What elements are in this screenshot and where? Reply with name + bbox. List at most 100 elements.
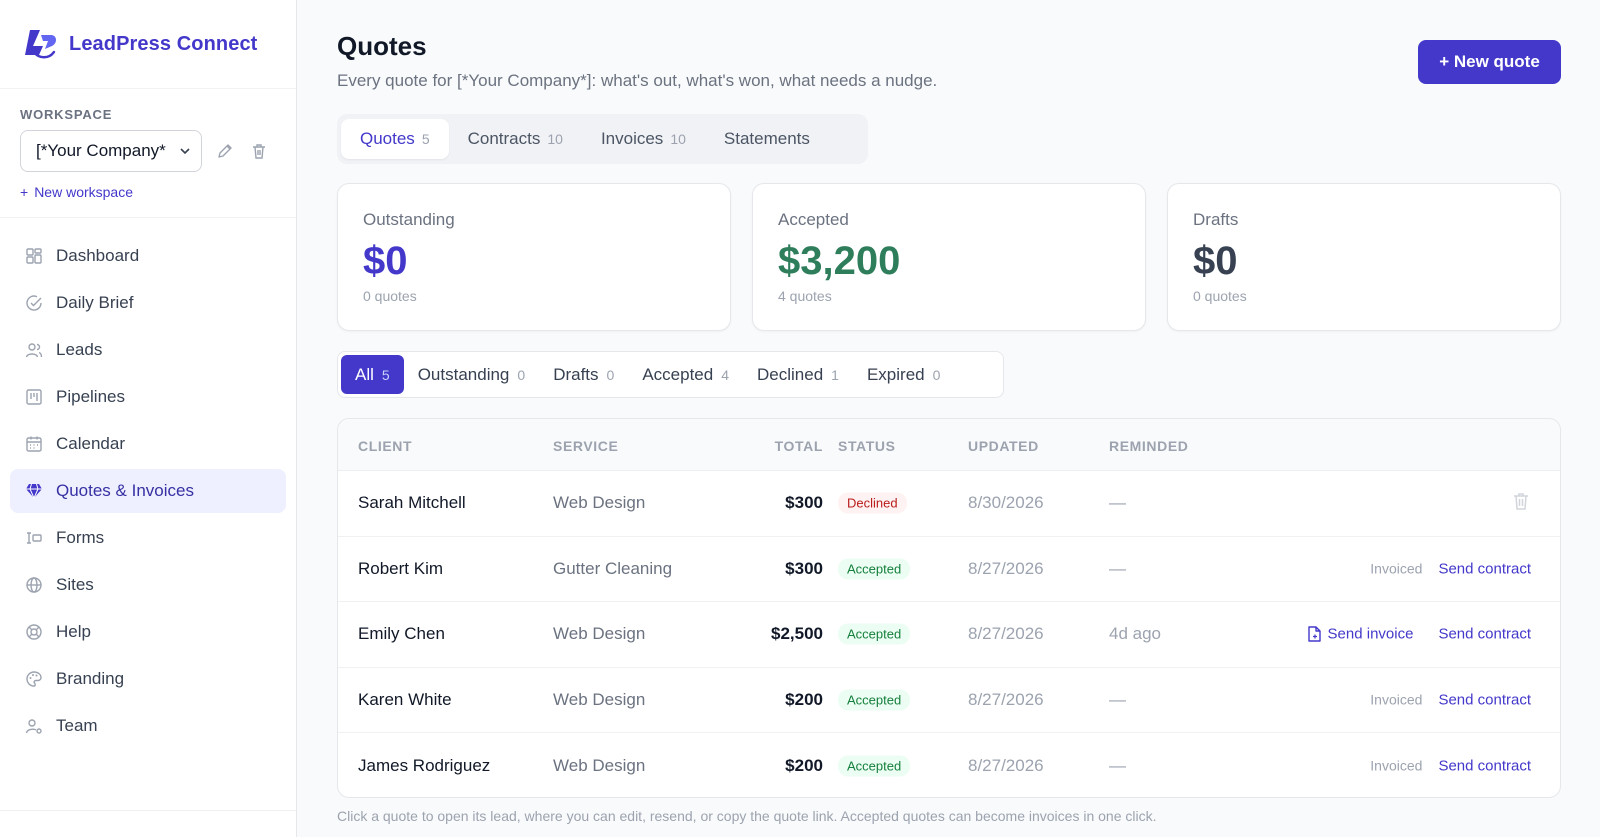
sidebar-item-help[interactable]: Help <box>10 610 286 654</box>
updated-date: 8/27/2026 <box>968 755 1044 775</box>
service-name: Web Design <box>553 689 646 709</box>
filter-expired[interactable]: Expired 0 <box>853 355 954 394</box>
service-name: Gutter Cleaning <box>553 558 673 578</box>
filter-label: Outstanding <box>417 364 510 384</box>
sidebar-item-forms[interactable]: Forms <box>10 516 286 560</box>
edit-workspace-pencil-icon[interactable] <box>214 140 236 162</box>
new-quote-button[interactable]: + New quote <box>1418 40 1561 84</box>
table-row[interactable]: Robert Kim Gutter Cleaning $300 Accepted… <box>338 537 1560 602</box>
column-header-total[interactable]: TOTAL <box>774 438 823 454</box>
sidebar-item-label: Quotes & Invoices <box>56 481 194 500</box>
lifebuoy-icon <box>24 622 44 642</box>
sidebar-item-daily-brief[interactable]: Daily Brief <box>10 281 286 325</box>
filter-accepted[interactable]: Accepted 4 <box>628 355 743 394</box>
send-contract-link[interactable]: Send contract <box>1438 625 1531 643</box>
filter-outstanding[interactable]: Outstanding 0 <box>404 355 539 394</box>
new-workspace-label: New workspace <box>34 184 134 200</box>
filter-label: Accepted <box>642 364 714 384</box>
sidebar-item-label: Daily Brief <box>56 293 134 312</box>
client-name: Karen White <box>358 689 452 709</box>
filter-count: 5 <box>381 366 390 383</box>
row-actions: Send invoice Send contract <box>1307 626 1531 643</box>
tab-invoices[interactable]: Invoices 10 <box>582 119 705 159</box>
tab-label: Statements <box>723 129 810 148</box>
grid-icon <box>24 246 44 266</box>
column-header-reminded[interactable]: REMINDED <box>1109 438 1189 454</box>
delete-workspace-trash-icon[interactable] <box>248 140 270 162</box>
table-row[interactable]: James Rodriguez Web Design $200 Accepted… <box>338 733 1560 797</box>
sidebar-item-branding[interactable]: Branding <box>10 657 286 701</box>
sidebar-item-leads[interactable]: Leads <box>10 328 286 372</box>
brand[interactable]: LeadPress Connect <box>0 0 296 89</box>
tab-count: 10 <box>670 131 686 147</box>
column-header-service[interactable]: SERVICE <box>553 438 619 454</box>
filter-all[interactable]: All 5 <box>341 355 404 394</box>
send-contract-link[interactable]: Send contract <box>1438 757 1531 775</box>
sidebar-item-label: Dashboard <box>56 246 140 265</box>
calendar-icon <box>24 434 44 454</box>
reminded-value: — <box>1109 689 1126 709</box>
sidebar-item-team[interactable]: Team <box>10 704 286 748</box>
quote-total: $300 <box>785 493 823 513</box>
table-row[interactable]: Sarah Mitchell Web Design $300 Declined … <box>338 471 1560 537</box>
table-row[interactable]: Emily Chen Web Design $2,500 Accepted 8/… <box>338 602 1560 668</box>
sidebar-item-quotes-invoices[interactable]: Quotes & Invoices <box>10 469 286 513</box>
column-header-updated[interactable]: UPDATED <box>968 438 1039 454</box>
page-title: Quotes <box>337 31 427 61</box>
delete-quote-trash-icon[interactable] <box>1511 491 1531 515</box>
filter-drafts[interactable]: Drafts 0 <box>539 355 628 394</box>
reminded-value: 4d ago <box>1109 624 1161 644</box>
sidebar-item-pipelines[interactable]: Pipelines <box>10 375 286 419</box>
sidebar-footer <box>0 810 296 837</box>
page-subtitle: Every quote for [*Your Company*]: what's… <box>337 71 938 90</box>
filter-label: Declined <box>757 364 824 384</box>
sidebar-item-sites[interactable]: Sites <box>10 563 286 607</box>
tab-label: Quotes <box>360 129 415 148</box>
service-name: Web Design <box>553 493 646 513</box>
workspace-select[interactable]: [*Your Company* <box>20 130 202 172</box>
filter-count: 0 <box>606 366 615 383</box>
updated-date: 8/27/2026 <box>968 689 1044 709</box>
card-value: $0 <box>1193 239 1238 283</box>
tab-quotes[interactable]: Quotes 5 <box>341 119 449 159</box>
palette-icon <box>24 669 44 689</box>
card-sub: 0 quotes <box>1193 288 1247 304</box>
sidebar-item-calendar[interactable]: Calendar <box>10 422 286 466</box>
send-contract-link[interactable]: Send contract <box>1438 691 1531 709</box>
card-sub: 0 quotes <box>363 288 417 304</box>
filter-count: 1 <box>831 366 839 383</box>
workspace-label: WORKSPACE <box>20 107 113 122</box>
filter-declined[interactable]: Declined 1 <box>743 355 853 394</box>
brand-name: LeadPress Connect <box>69 32 258 55</box>
send-invoice-link[interactable]: Send invoice <box>1307 626 1413 643</box>
table-footnote: Click a quote to open its lead, where yo… <box>337 808 1157 824</box>
sidebar-nav: Dashboard Daily Brief Leads Pipelines Ca… <box>0 218 296 767</box>
chevron-down-icon <box>180 148 190 155</box>
status-badge: Declined <box>838 492 907 514</box>
card-label: Outstanding <box>363 210 455 229</box>
invoiced-label: Invoiced <box>1370 757 1423 774</box>
service-name: Web Design <box>553 624 646 644</box>
table-row[interactable]: Karen White Web Design $200 Accepted 8/2… <box>338 668 1560 733</box>
plus-icon: + <box>20 184 29 200</box>
tab-statements[interactable]: Statements <box>705 119 829 159</box>
card-value: $0 <box>363 239 408 283</box>
kanban-icon <box>24 387 44 407</box>
summary-card-drafts: Drafts $0 0 quotes <box>1167 183 1561 331</box>
card-value: $3,200 <box>778 239 901 283</box>
sidebar-item-label: Leads <box>56 340 103 359</box>
status-cell: Declined <box>838 492 907 514</box>
tab-contracts[interactable]: Contracts 10 <box>449 119 582 159</box>
column-header-status[interactable]: STATUS <box>838 438 896 454</box>
sidebar-item-dashboard[interactable]: Dashboard <box>10 234 286 278</box>
new-workspace-link[interactable]: + New workspace <box>20 184 276 200</box>
updated-date: 8/27/2026 <box>968 624 1044 644</box>
row-actions: Invoiced Send contract <box>1370 757 1531 774</box>
card-sub: 4 quotes <box>778 288 832 304</box>
send-contract-link[interactable]: Send contract <box>1438 560 1531 578</box>
globe-icon <box>24 575 44 595</box>
gem-icon <box>24 481 44 501</box>
column-header-client[interactable]: CLIENT <box>358 438 413 454</box>
service-name: Web Design <box>553 755 646 775</box>
status-badge: Accepted <box>838 689 911 711</box>
